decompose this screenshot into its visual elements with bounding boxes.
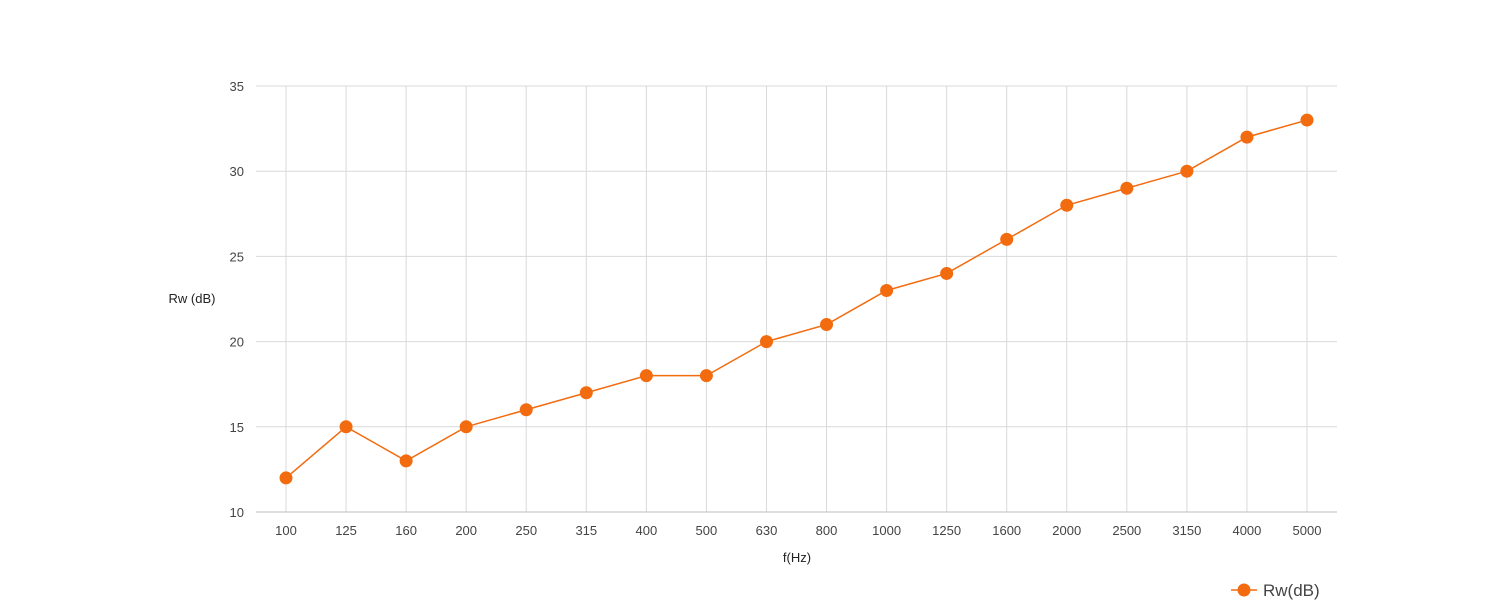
axis-layer: 10 15 20 25 30 35 100 125 160 200 250 315 400 500 630 8…	[230, 79, 1337, 538]
y-tick-label: 25	[230, 249, 244, 264]
y-tick-label: 35	[230, 79, 244, 94]
data-point[interactable]	[759, 335, 773, 349]
data-point[interactable]	[940, 266, 954, 280]
x-tick-label: 2000	[1052, 523, 1081, 538]
x-tick-label: 5000	[1293, 523, 1322, 538]
data-point[interactable]	[1300, 113, 1314, 127]
x-tick-label: 315	[575, 523, 597, 538]
x-tick-label: 250	[515, 523, 537, 538]
x-tick-label: 160	[395, 523, 417, 538]
x-tick-label: 1600	[992, 523, 1021, 538]
x-tick-label: 3150	[1172, 523, 1201, 538]
y-tick-label: 15	[230, 420, 244, 435]
x-tick-label: 630	[756, 523, 778, 538]
data-point[interactable]	[820, 318, 834, 332]
y-tick-label: 20	[230, 335, 244, 350]
data-point[interactable]	[459, 420, 473, 434]
data-point[interactable]	[699, 369, 713, 383]
legend-marker	[1237, 583, 1251, 597]
data-point[interactable]	[519, 403, 533, 417]
legend: Rw(dB)	[1231, 581, 1320, 600]
data-point[interactable]	[639, 369, 653, 383]
data-point[interactable]	[1180, 164, 1194, 178]
data-point[interactable]	[1120, 181, 1134, 195]
data-point[interactable]	[399, 454, 413, 468]
x-tick-label: 200	[455, 523, 477, 538]
x-axis-title: f(Hz)	[783, 550, 811, 565]
x-tick-label: 4000	[1232, 523, 1261, 538]
x-tick-label: 500	[696, 523, 718, 538]
grid-layer	[256, 85, 1337, 512]
data-point[interactable]	[1000, 232, 1014, 246]
series-line	[285, 119, 1308, 479]
data-point[interactable]	[1060, 198, 1074, 212]
x-tick-label: 1250	[932, 523, 961, 538]
data-point[interactable]	[1240, 130, 1254, 144]
x-tick-label: 400	[636, 523, 658, 538]
y-tick-label: 30	[230, 164, 244, 179]
data-point[interactable]	[279, 471, 293, 485]
x-tick-label: 2500	[1112, 523, 1141, 538]
x-tick-label: 100	[275, 523, 297, 538]
data-point[interactable]	[339, 420, 353, 434]
data-point[interactable]	[880, 283, 894, 297]
x-tick-label: 125	[335, 523, 357, 538]
x-tick-label: 800	[816, 523, 838, 538]
legend-label: Rw(dB)	[1263, 581, 1320, 600]
series-layer	[279, 113, 1314, 485]
y-axis-title: Rw (dB)	[169, 291, 216, 306]
y-tick-label: 10	[230, 505, 244, 520]
x-tick-label: 1000	[872, 523, 901, 538]
data-point[interactable]	[579, 386, 593, 400]
